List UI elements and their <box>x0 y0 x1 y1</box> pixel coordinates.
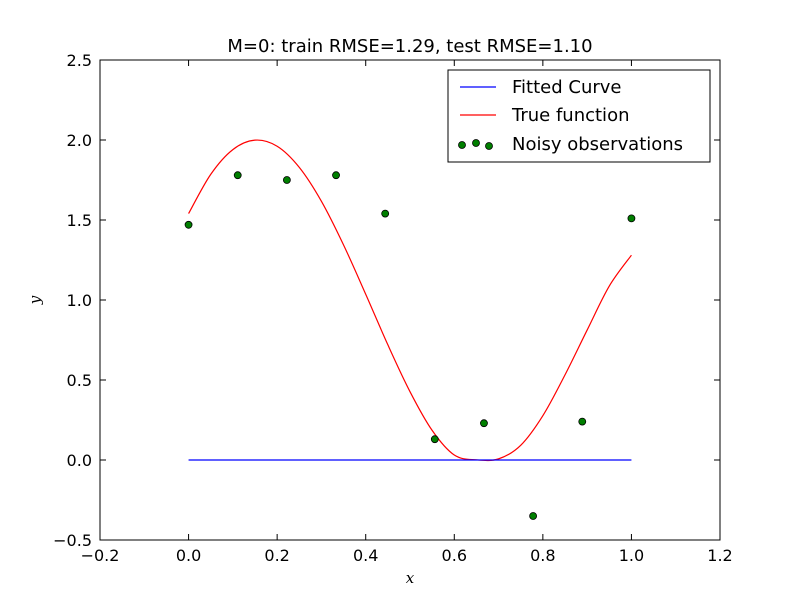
x-tick-label: 0.6 <box>442 546 467 565</box>
observation-point <box>529 512 538 520</box>
x-tick-label: 0.0 <box>176 546 201 565</box>
observation-point <box>184 220 193 229</box>
y-tick-label: 2.5 <box>67 51 92 70</box>
observation-point <box>381 209 390 218</box>
x-axis-label: x <box>406 569 415 587</box>
x-tick-label: 0.2 <box>264 546 289 565</box>
x-axis: −0.2 0.0 0.2 0.4 0.6 0.8 1.0 1.2 <box>81 60 733 565</box>
observation-point <box>430 435 439 444</box>
y-axis-label: y <box>26 295 44 305</box>
legend-observation-dot <box>458 141 466 149</box>
series-layer <box>184 139 636 520</box>
legend-true-function-label: True function <box>511 105 629 126</box>
observation-point <box>282 176 291 184</box>
y-axis: −0.5 0.0 0.5 1.0 1.5 2.0 2.5 <box>53 51 720 550</box>
y-tick-label: 0.0 <box>67 451 92 470</box>
y-tick-label: 1.0 <box>67 291 92 310</box>
observation-point <box>480 419 488 428</box>
chart-title: M=0: train RMSE=1.29, test RMSE=1.10 <box>227 36 592 57</box>
observation-point <box>627 214 636 223</box>
legend-fitted-curve-label: Fitted Curve <box>512 77 622 98</box>
y-tick-label: 1.5 <box>67 211 92 230</box>
observation-point <box>578 417 587 426</box>
observation-point <box>332 171 340 180</box>
x-tick-label: 1.0 <box>619 546 644 565</box>
observation-point <box>233 171 242 180</box>
legend-observation-dot <box>485 142 493 150</box>
y-tick-label: 0.5 <box>67 371 92 390</box>
legend-observation-dot <box>472 139 480 147</box>
x-tick-label: −0.2 <box>81 546 120 565</box>
x-tick-label: 0.4 <box>353 546 378 565</box>
legend-noisy-observations-label: Noisy observations <box>512 134 683 155</box>
y-tick-label: 2.0 <box>67 131 92 150</box>
true-function-line <box>188 139 632 462</box>
x-tick-label: 1.2 <box>707 546 732 565</box>
x-tick-label: 0.8 <box>530 546 555 565</box>
y-tick-label: −0.5 <box>53 531 92 550</box>
legend: Fitted Curve True function Noisy observa… <box>447 69 711 163</box>
legend-noisy-observations-marker <box>458 139 493 150</box>
